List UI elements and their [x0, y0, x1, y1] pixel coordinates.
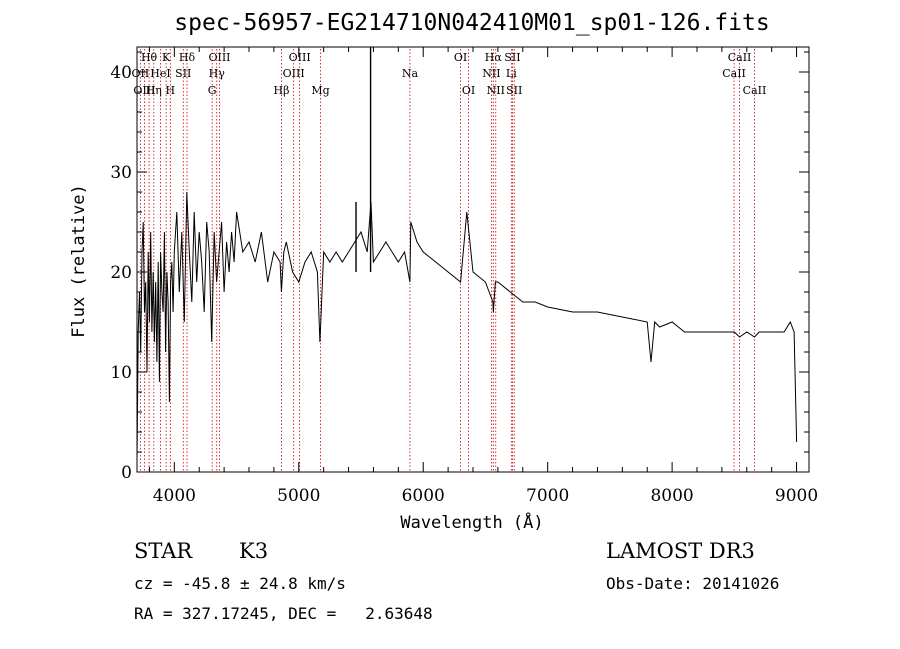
line-label: OIII: [133, 84, 155, 97]
line-label: SII: [506, 84, 522, 97]
spectrum-spikes: [355, 47, 372, 272]
obs-date: Obs-Date: 20141026: [606, 574, 780, 593]
line-label: OII: [132, 67, 150, 80]
x-axis-label: Wavelength (Å): [400, 511, 543, 533]
line-label: Mg: [311, 84, 329, 97]
x-axis-ticks: 4000 5000 6000 7000 8000 9000: [148, 47, 818, 506]
line-label: Hθ: [141, 51, 158, 64]
x-tick-label: 4000: [153, 486, 196, 506]
x-tick-label: 7000: [526, 486, 569, 506]
line-label: NII: [482, 67, 500, 80]
coordinates-text: RA = 327.17245, DEC = 2.63648: [134, 604, 433, 623]
line-label: NII: [487, 84, 505, 97]
x-tick-label: 6000: [402, 486, 445, 506]
line-label: K: [162, 51, 171, 64]
line-markers: [139, 49, 755, 472]
x-tick-label: 8000: [650, 486, 693, 506]
line-label: OI: [462, 84, 475, 97]
line-label: Na: [402, 67, 419, 80]
object-class: STAR: [134, 539, 193, 563]
line-label: Li: [506, 67, 517, 80]
line-label: CaII: [722, 67, 746, 80]
line-label: H: [166, 84, 176, 97]
line-label: Hγ: [209, 67, 226, 80]
y-tick-label: 0: [121, 463, 132, 483]
y-tick-label: 10: [110, 363, 132, 383]
line-label: OI: [454, 51, 467, 64]
line-label: Hη: [146, 84, 162, 97]
plot-frame: [136, 46, 810, 473]
chart-title: spec-56957-EG214710N042410M01_sp01-126.f…: [174, 10, 769, 36]
x-tick-label: 9000: [775, 486, 818, 506]
object-subclass: K3: [239, 539, 269, 563]
line-label: CaII: [728, 51, 752, 64]
spectrum-line: [136, 191, 798, 463]
y-axis-ticks: 0 10 20 30 40: [110, 51, 809, 483]
line-label: CaII: [743, 84, 767, 97]
y-axis-label: Flux (relative): [69, 184, 89, 338]
line-label: Hβ: [274, 84, 290, 97]
line-label: OIII: [289, 51, 311, 64]
y-tick-label: 20: [110, 263, 132, 283]
x-tick-label: 5000: [277, 486, 320, 506]
line-label: OIII: [283, 67, 305, 80]
line-label: SII: [175, 67, 191, 80]
line-label: G: [208, 84, 217, 97]
line-label: HeI: [150, 67, 170, 80]
line-label: Hδ: [179, 51, 196, 64]
line-label: OIII: [208, 51, 230, 64]
y-tick-label: 30: [110, 163, 132, 183]
line-label: SII: [504, 51, 520, 64]
line-label: Hα: [485, 51, 503, 64]
redshift-text: cz = -45.8 ± 24.8 km/s: [134, 574, 346, 593]
y-tick-label: 40: [110, 63, 132, 83]
survey-name: LAMOST DR3: [606, 539, 755, 563]
